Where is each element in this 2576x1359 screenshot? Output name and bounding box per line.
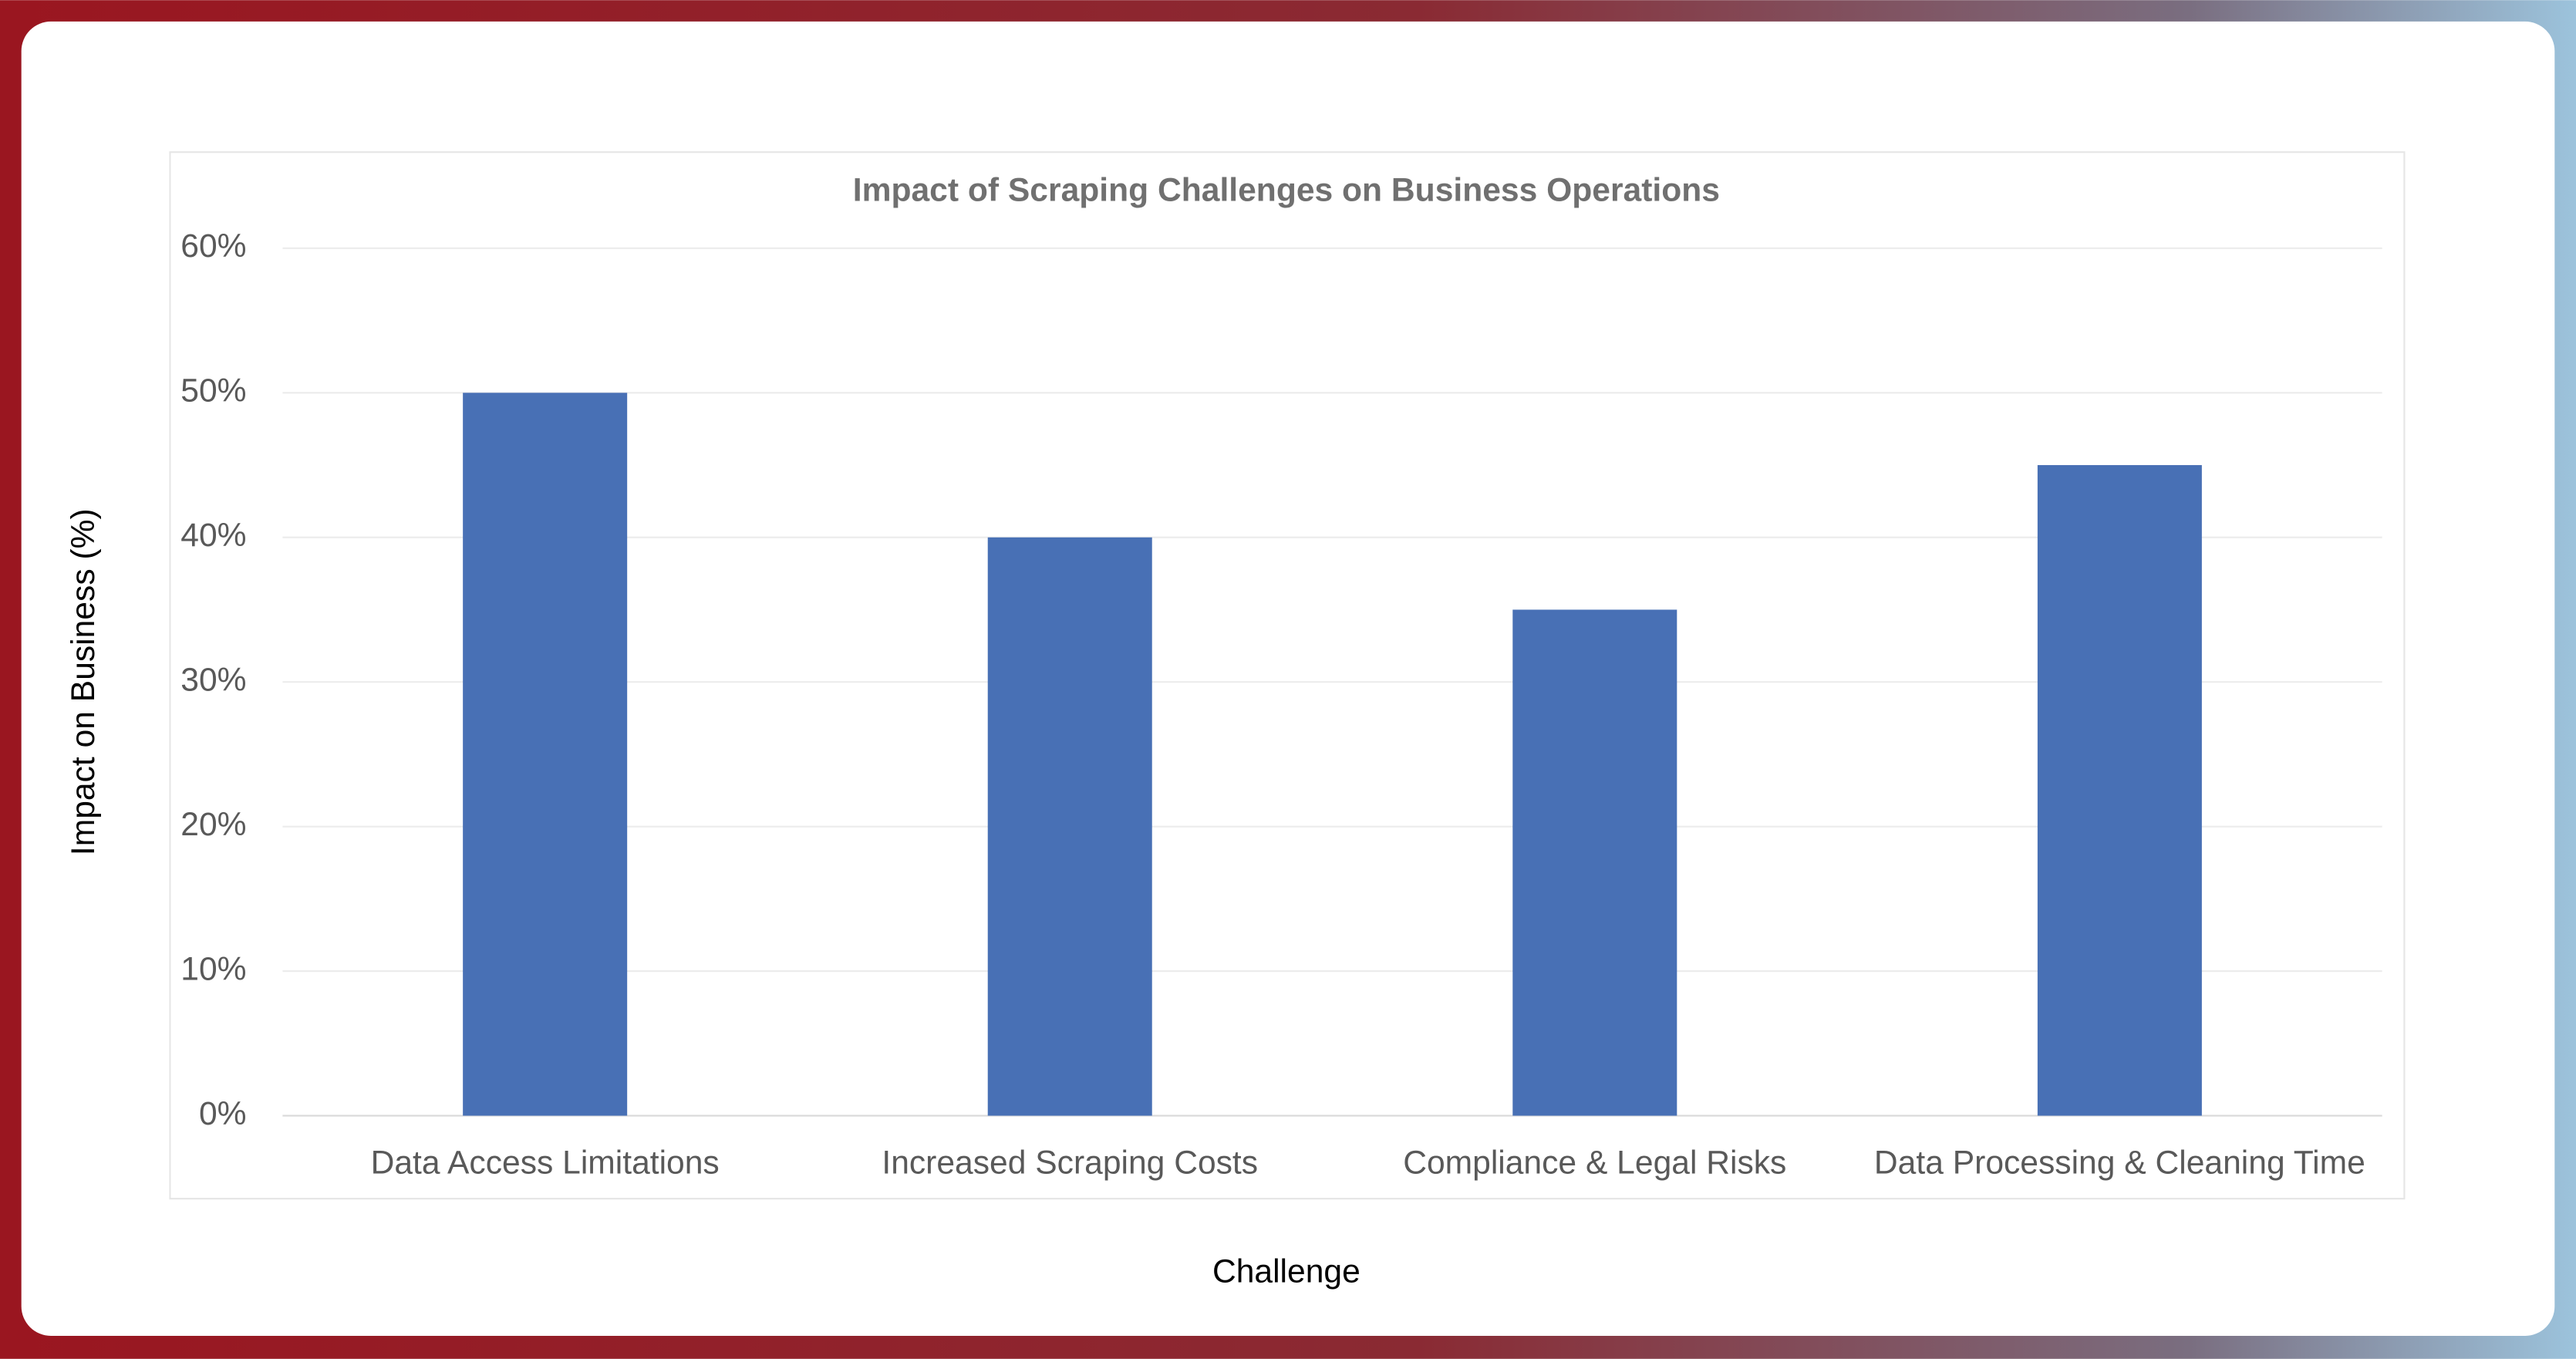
x-tick-label: Increased Scraping Costs (882, 1145, 1258, 1182)
x-axis-label: Challenge (1212, 1253, 1360, 1290)
bar (987, 537, 1152, 1116)
bar (2037, 465, 2202, 1116)
y-tick-label: 20% (180, 806, 246, 843)
x-tick-label: Data Processing & Cleaning Time (1874, 1145, 2365, 1182)
y-tick-label: 40% (180, 517, 246, 554)
plot: 0% 10% 20% 30% 40% 50% 60% Data Access Limitati… (180, 228, 2382, 1182)
x-tick-label: Compliance & Legal Risks (1403, 1145, 1786, 1182)
y-tick-label: 60% (180, 228, 246, 265)
y-axis-label: Impact on Business (%) (65, 508, 102, 855)
chart-title: Impact of Scraping Challenges on Busines… (853, 172, 1720, 209)
y-tick-label: 0% (199, 1095, 247, 1132)
y-tick-label: 10% (180, 950, 246, 987)
x-tick-label: Data Access Limitations (371, 1145, 720, 1182)
y-tick-label: 30% (180, 661, 246, 698)
bar (1512, 609, 1677, 1116)
bar (463, 393, 628, 1116)
y-tick-label: 50% (180, 373, 246, 410)
